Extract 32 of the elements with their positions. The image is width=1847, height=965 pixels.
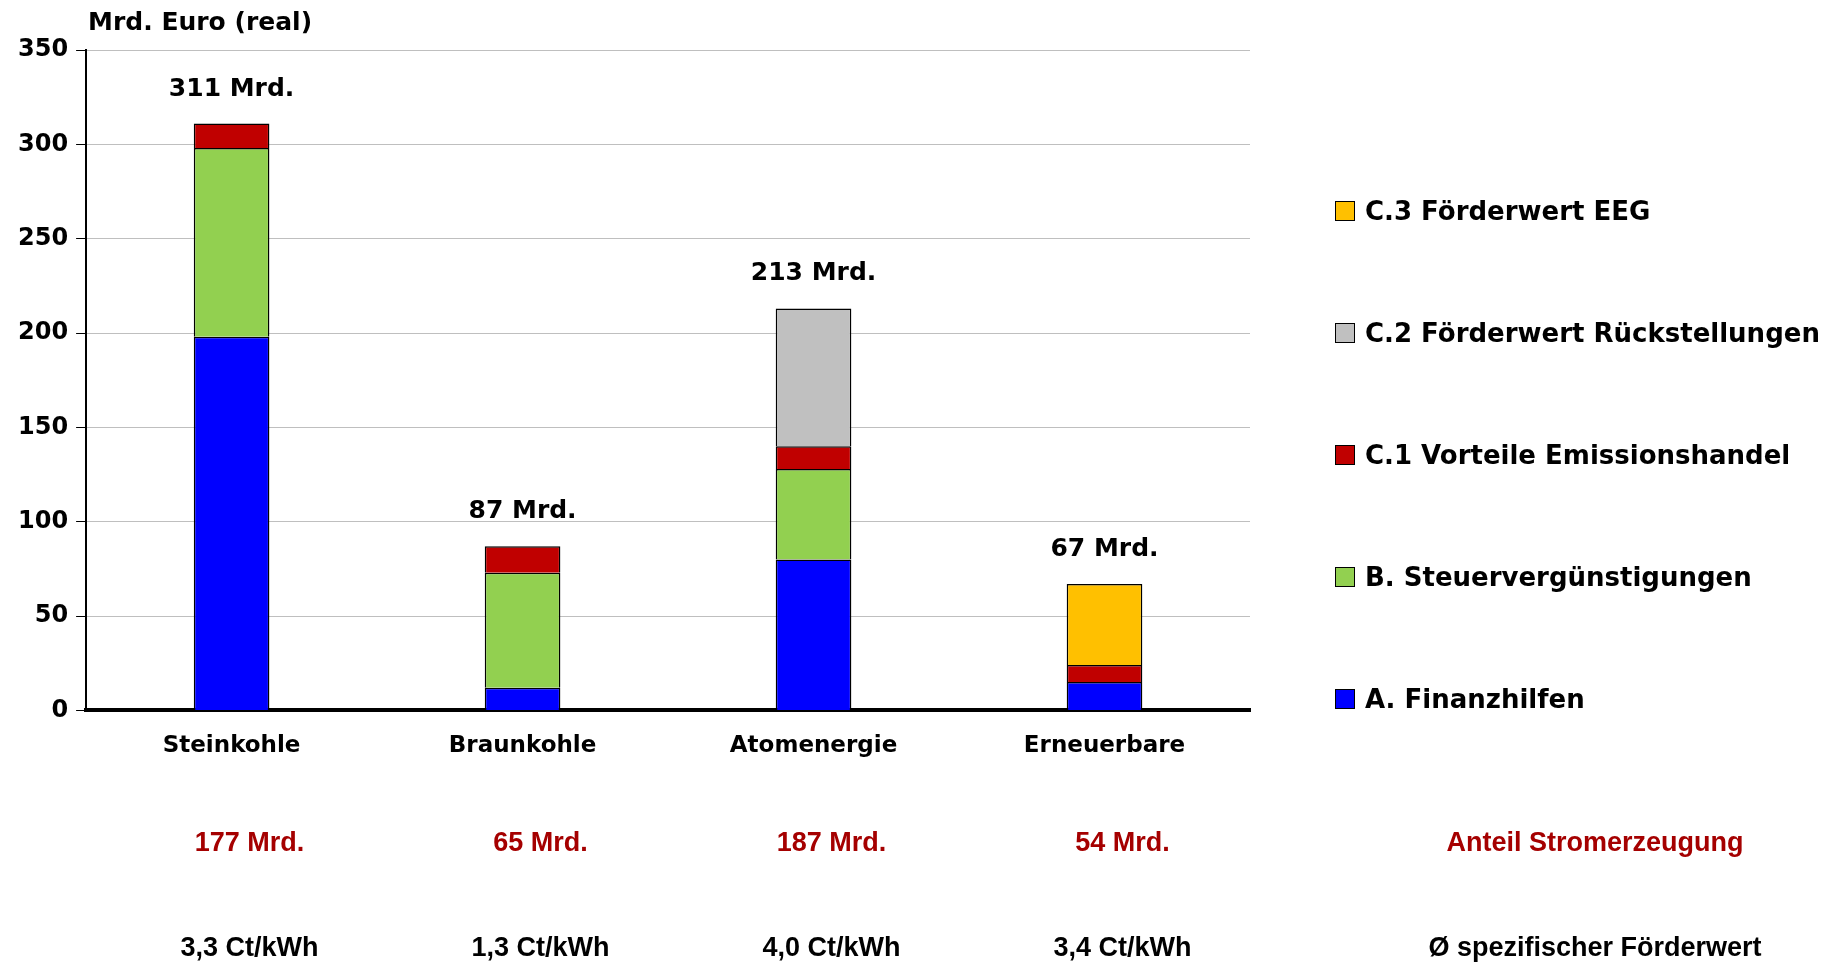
- text: 54 Mrd.: [1075, 826, 1170, 857]
- y-tick-label: 100: [17, 505, 69, 534]
- total-label: 87 Mrd.: [468, 495, 577, 525]
- y-tick-label: 50: [34, 600, 69, 629]
- y-tick-label: 0: [51, 694, 69, 723]
- text: 177 Mrd.: [194, 826, 305, 857]
- total-label: 67 Mrd.: [1050, 532, 1159, 562]
- legend-label: B. Steuervergünstigungen: [1365, 562, 1752, 592]
- x-tick-label: Erneuerbare: [1023, 731, 1186, 758]
- legend-label: C.1 Vorteile Emissionshandel: [1365, 440, 1791, 470]
- text: 4,0 Ct/kWh: [762, 931, 901, 962]
- legend-label: A. Finanzhilfen: [1365, 684, 1585, 714]
- y-axis-title: Mrd. Euro (real): [88, 7, 313, 36]
- y-tick-label: 250: [17, 222, 69, 251]
- x-tick-label: Atomenergie: [729, 731, 898, 758]
- text: Ø spezifischer Förderwert: [1428, 931, 1762, 962]
- y-tick-label: 300: [17, 128, 69, 157]
- text: Anteil Stromerzeugung: [1446, 826, 1744, 857]
- x-tick-label: Braunkohle: [448, 731, 597, 758]
- y-tick-label: 200: [17, 317, 69, 346]
- y-tick-label: 350: [17, 34, 69, 63]
- x-tick-label: Steinkohle: [162, 731, 301, 758]
- total-label: 213 Mrd.: [750, 257, 877, 287]
- text: 1,3 Ct/kWh: [471, 931, 610, 962]
- total-label: 311 Mrd.: [168, 72, 295, 102]
- legend-label: C.3 Förderwert EEG: [1365, 196, 1651, 226]
- legend-label: C.2 Förderwert Rückstellungen: [1365, 318, 1820, 348]
- text: 3,4 Ct/kWh: [1053, 931, 1192, 962]
- text: 187 Mrd.: [776, 826, 887, 857]
- text: 65 Mrd.: [493, 826, 588, 857]
- y-tick-label: 150: [17, 411, 69, 440]
- text: 3,3 Ct/kWh: [180, 931, 319, 962]
